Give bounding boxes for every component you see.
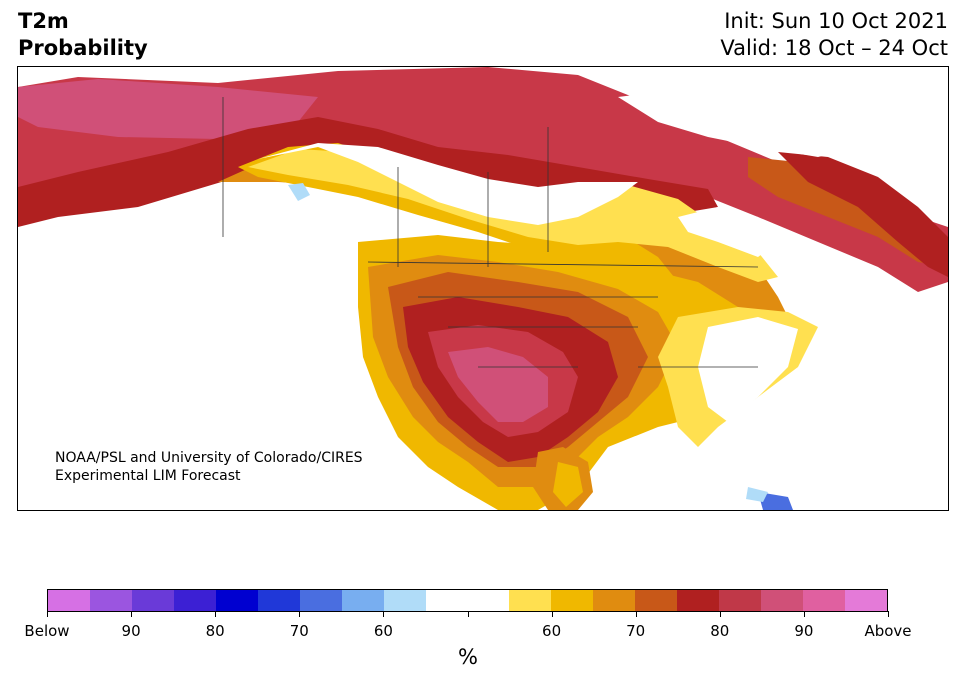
colorbar-tick-label: 80 (205, 622, 225, 640)
colorbar-swatch (89, 590, 132, 611)
chart-title: T2m Probability (18, 8, 148, 62)
credit-line-1: NOAA/PSL and University of Colorado/CIRE… (55, 450, 363, 466)
colorbar-swatch (299, 590, 342, 611)
colorbar-swatch (383, 590, 426, 611)
product-label: Probability (18, 36, 148, 60)
colorbar-swatch (845, 590, 888, 611)
colorbar-tick-label: 90 (121, 622, 141, 640)
colorbar-tick-label: 90 (794, 622, 814, 640)
colorbar-swatch (467, 590, 510, 611)
colorbar-tick (215, 611, 217, 617)
variable-label: T2m (18, 9, 69, 33)
colorbar-tick-label: 70 (289, 622, 309, 640)
colorbar-tick (47, 611, 48, 617)
colorbar-swatch (803, 590, 846, 611)
colorbar-tick (803, 611, 805, 617)
colorbar (47, 589, 888, 612)
colorbar-tick (131, 611, 133, 617)
colorbar-swatch (677, 590, 720, 611)
colorbar-tick (299, 611, 301, 617)
colorbar-swatch (425, 590, 468, 611)
colorbar-swatch (341, 590, 384, 611)
colorbar-swatch (173, 590, 216, 611)
colorbar-tick-label: 80 (710, 622, 730, 640)
colorbar-tick (383, 611, 385, 617)
colorbar-swatch (593, 590, 636, 611)
colorbar-tick-label: Below (24, 622, 70, 640)
colorbar-swatch (48, 590, 90, 611)
colorbar-swatch (761, 590, 804, 611)
colorbar-swatch (509, 590, 552, 611)
colorbar-swatch (635, 590, 678, 611)
colorbar-swatch (131, 590, 174, 611)
colorbar-tick (888, 611, 889, 617)
probability-map-graphic (18, 67, 948, 510)
colorbar-tick-label: Above (864, 622, 912, 640)
colorbar-tick-label: 60 (542, 622, 562, 640)
colorbar-tick-label: 70 (626, 622, 646, 640)
colorbar-ticks (47, 611, 889, 619)
colorbar-tick (551, 611, 553, 617)
colorbar-tick (467, 611, 469, 617)
valid-range: Valid: 18 Oct – 24 Oct (720, 36, 948, 60)
forecast-map (17, 66, 949, 511)
colorbar-unit: % (458, 645, 478, 669)
colorbar-swatch (215, 590, 258, 611)
colorbar-swatch (719, 590, 762, 611)
credit-text: NOAA/PSL and University of Colorado/CIRE… (55, 449, 363, 485)
credit-line-2: Experimental LIM Forecast (55, 468, 241, 484)
colorbar-tick (719, 611, 721, 617)
colorbar-tick-label: 60 (373, 622, 393, 640)
colorbar-swatch (551, 590, 594, 611)
colorbar-swatch (257, 590, 300, 611)
date-info: Init: Sun 10 Oct 2021 Valid: 18 Oct – 24… (720, 8, 948, 62)
colorbar-tick (635, 611, 637, 617)
init-date: Init: Sun 10 Oct 2021 (724, 9, 948, 33)
